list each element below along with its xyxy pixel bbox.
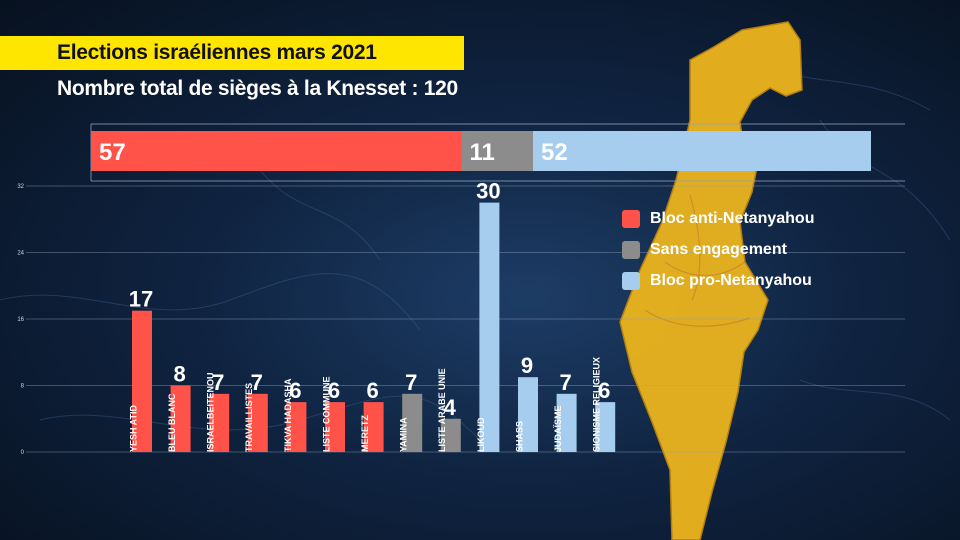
- bar-0: [132, 310, 152, 452]
- bar-12: [595, 402, 616, 452]
- bar-value-label-9: 30: [476, 179, 500, 204]
- category-label-8: LISTE ARABE UNIE: [437, 368, 447, 452]
- page-subtitle: Nombre total de sièges à la Knesset : 12…: [57, 77, 458, 100]
- page-title: Elections israéliennes mars 2021: [57, 41, 377, 64]
- y-tick-label: 0: [21, 450, 25, 456]
- legend-item-neutral: Sans engagement: [622, 241, 814, 259]
- legend: Bloc anti-Netanyahou Sans engagement Blo…: [622, 210, 814, 303]
- y-tick-label: 8: [21, 384, 25, 390]
- bar-1: [170, 385, 191, 452]
- bar-value-label-4: 6: [289, 378, 301, 403]
- legend-label-pro: Bloc pro-Netanyahou: [650, 272, 812, 289]
- category-label-11: JUDAÏSME: [553, 405, 563, 452]
- israel-map-shape: [619, 21, 803, 540]
- bar-value-label-2: 7: [212, 370, 224, 395]
- category-label-3: TRAVAILLISTES: [244, 383, 254, 452]
- stacked-bar-label-pro: 52: [541, 139, 568, 166]
- y-tick-label: 16: [17, 317, 24, 323]
- category-label-1: BLEU BLANC: [167, 393, 177, 452]
- bar-value-label-8: 4: [444, 395, 457, 420]
- category-label-0: YESH ATID: [128, 404, 138, 452]
- bar-value-label-7: 7: [405, 370, 417, 395]
- legend-swatch-neutral: [622, 241, 640, 259]
- stacked-bar-label-anti: 57: [99, 139, 126, 166]
- bar-8: [440, 418, 461, 452]
- category-label-6: MERETZ: [360, 415, 370, 453]
- bar-value-label-3: 7: [251, 370, 263, 395]
- bar-7: [402, 393, 423, 452]
- map-borders: [644, 194, 751, 327]
- title-banner: [0, 36, 464, 70]
- y-tick-label: 24: [17, 251, 24, 257]
- stacked-bar-segment-neutral: [461, 131, 533, 171]
- category-label-9: LIKOUD: [476, 417, 486, 452]
- bar-3: [247, 393, 268, 452]
- bar-2: [209, 393, 230, 452]
- bar-value-label-11: 7: [559, 370, 571, 395]
- y-tick-label: 32: [17, 184, 24, 190]
- category-label-12: SIONISME RELIGIEUX: [592, 357, 602, 452]
- bar-value-label-5: 6: [328, 378, 340, 403]
- stacked-bar-segment-pro: [533, 131, 871, 171]
- bar-value-label-6: 6: [366, 378, 378, 403]
- bar-value-label-0: 17: [129, 287, 153, 312]
- legend-label-anti: Bloc anti-Netanyahou: [650, 210, 815, 227]
- category-label-5: LISTE COMMUNE: [321, 377, 331, 453]
- legend-swatch-anti: [622, 210, 640, 228]
- bar-value-label-12: 6: [598, 378, 610, 403]
- bar-10: [518, 377, 538, 452]
- category-label-10: SHASS: [514, 421, 524, 452]
- legend-item-anti: Bloc anti-Netanyahou: [622, 210, 814, 228]
- legend-item-pro: Bloc pro-Netanyahou: [622, 272, 814, 290]
- stacked-bar-segment-anti: [91, 131, 462, 171]
- bar-4: [286, 402, 307, 452]
- stacked-bar-label-neutral: 11: [470, 139, 495, 166]
- bar-5: [325, 402, 345, 452]
- legend-swatch-pro: [622, 272, 640, 290]
- bar-6: [363, 402, 384, 452]
- category-label-2: ISRAELBEITENOU: [206, 372, 216, 452]
- category-label-4: TIKVA HADASHA: [283, 378, 293, 452]
- bar-value-label-10: 9: [521, 353, 533, 378]
- bar-value-label-1: 8: [173, 362, 185, 387]
- category-label-7: YAMINA: [399, 417, 409, 452]
- bar-11: [556, 393, 577, 452]
- legend-label-neutral: Sans engagement: [650, 241, 787, 258]
- bar-9: [479, 202, 500, 452]
